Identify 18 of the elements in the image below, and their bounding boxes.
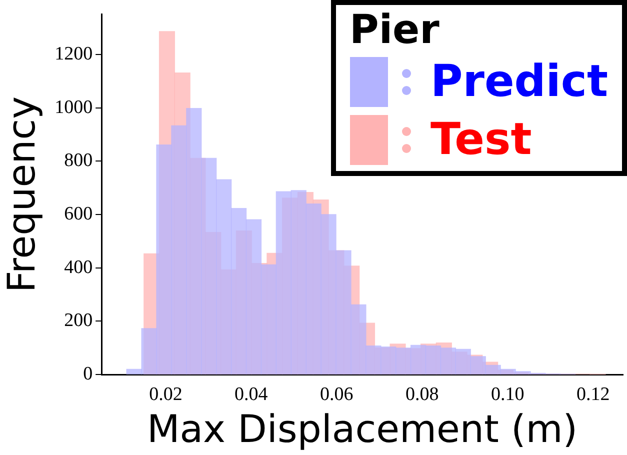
y-tick-label: 400 <box>64 256 93 278</box>
y-tick-label: 0 <box>83 364 93 385</box>
x-tick-label: 0.02 <box>149 384 182 405</box>
x-tick-label: 0.10 <box>490 384 524 405</box>
y-tick-label: 1000 <box>54 96 93 118</box>
x-tick-label: 0.06 <box>320 384 354 405</box>
x-tick-label: 0.08 <box>406 384 439 405</box>
legend-title: Pier <box>350 7 440 53</box>
y-tick-label: 600 <box>64 203 93 224</box>
x-tick-label: 0.04 <box>234 384 268 405</box>
legend-label: Test <box>430 113 532 167</box>
y-tick-label: 1200 <box>54 43 93 64</box>
y-tick-label: 800 <box>64 150 93 172</box>
y-axis-title: Frequency <box>0 96 44 293</box>
legend-label: Predict <box>430 55 608 109</box>
y-tick-label: 200 <box>64 310 93 332</box>
x-axis-title: Max Displacement (m) <box>146 407 578 452</box>
x-tick-label: 0.12 <box>576 384 610 405</box>
